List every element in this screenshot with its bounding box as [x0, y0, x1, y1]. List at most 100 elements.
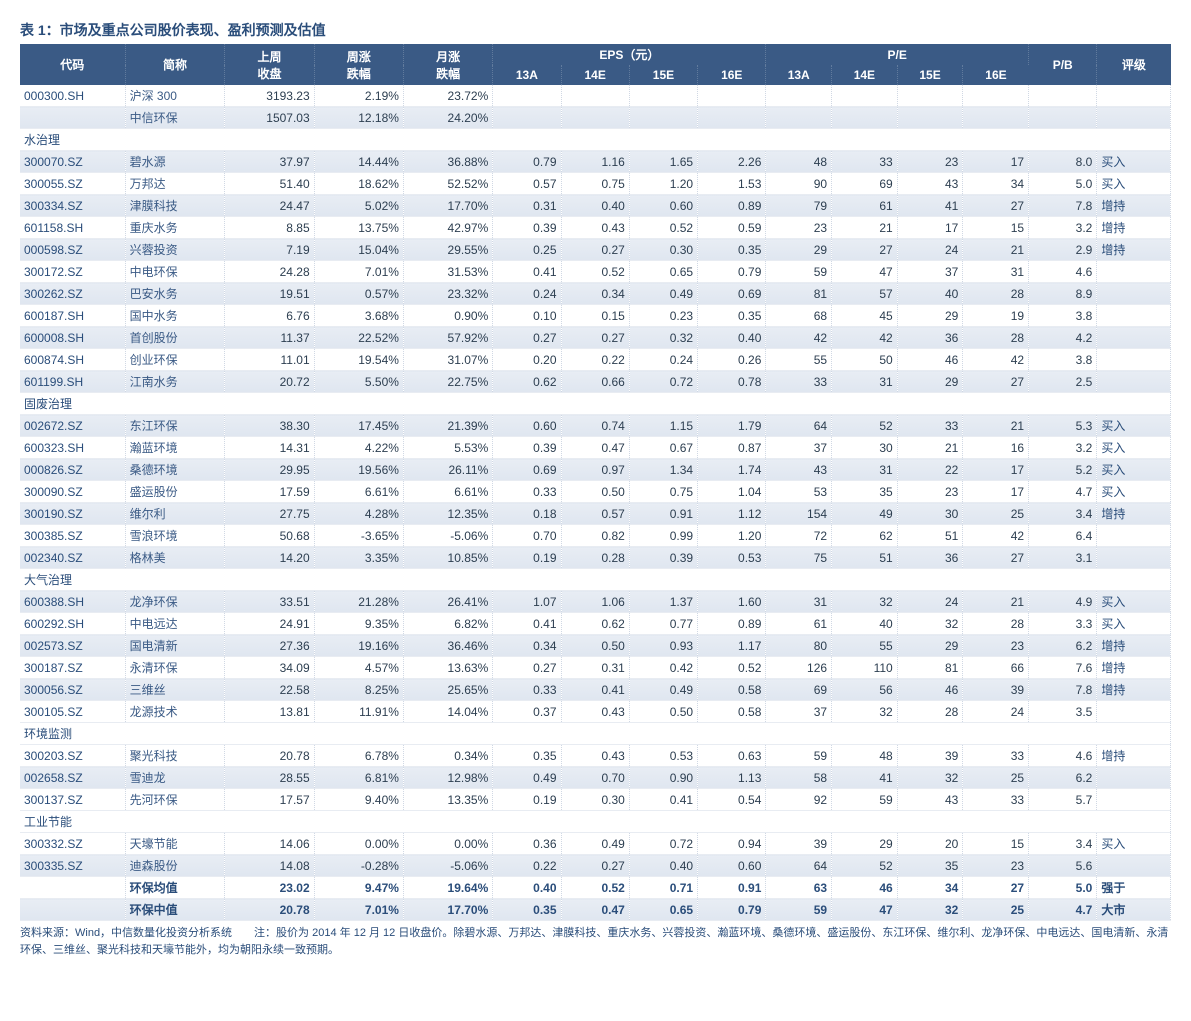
cell-pe-1: 62 [832, 525, 898, 547]
cell-mo: 23.32% [403, 283, 492, 305]
cell-eps-2: 0.65 [629, 899, 697, 921]
cell-eps-1: 0.47 [561, 899, 629, 921]
cell-pe-0: 59 [766, 745, 832, 767]
cell-pe-2: 21 [897, 437, 963, 459]
cell-pe-2: 30 [897, 503, 963, 525]
table-title: 表 1：市场及重点公司股价表现、盈利预测及估值 [20, 20, 1171, 40]
cell-wk: 4.57% [314, 657, 403, 679]
cell-eps-0: 0.19 [493, 547, 561, 569]
cell-eps-0: 0.37 [493, 701, 561, 723]
cell-pb: 7.6 [1029, 657, 1097, 679]
table-row: 600323.SH瀚蓝环境14.314.22%5.53%0.390.470.67… [20, 437, 1171, 459]
cell-wk: 15.04% [314, 239, 403, 261]
cell-pe-3: 31 [963, 261, 1029, 283]
cell-name: 碧水源 [125, 151, 225, 173]
cell-close: 27.36 [225, 635, 314, 657]
cell-code: 002573.SZ [20, 635, 125, 657]
cell-code: 300332.SZ [20, 833, 125, 855]
hdr-pe-15e: 15E [897, 65, 963, 85]
cell-pe-2: 43 [897, 173, 963, 195]
cell-wk: 0.00% [314, 833, 403, 855]
cell-eps-1: 0.30 [561, 789, 629, 811]
table-row: 300190.SZ维尔利27.754.28%12.35%0.180.570.91… [20, 503, 1171, 525]
cell-pb: 4.7 [1029, 899, 1097, 921]
cell-pe-3: 17 [963, 151, 1029, 173]
cell-code: 600292.SH [20, 613, 125, 635]
cell-pb: 5.0 [1029, 877, 1097, 899]
cell-mo: 14.04% [403, 701, 492, 723]
cell-pb: 5.2 [1029, 459, 1097, 481]
cell-eps-3 [698, 107, 766, 129]
cell-eps-2: 0.90 [629, 767, 697, 789]
cell-pe-3: 27 [963, 195, 1029, 217]
cell-pe-0: 79 [766, 195, 832, 217]
cell-eps-1: 0.27 [561, 855, 629, 877]
cell-code: 601158.SH [20, 217, 125, 239]
cell-mo: 25.65% [403, 679, 492, 701]
table-row: 300262.SZ巴安水务19.510.57%23.32%0.240.340.4… [20, 283, 1171, 305]
cell-pe-2: 22 [897, 459, 963, 481]
cell-eps-1: 0.40 [561, 195, 629, 217]
cell-mo: 31.53% [403, 261, 492, 283]
cell-pe-3: 27 [963, 877, 1029, 899]
table-row: 002340.SZ格林美14.203.35%10.85%0.190.280.39… [20, 547, 1171, 569]
cell-eps-0: 0.39 [493, 217, 561, 239]
cell-pb: 5.6 [1029, 855, 1097, 877]
table-row: 300105.SZ龙源技术13.8111.91%14.04%0.370.430.… [20, 701, 1171, 723]
cell-pe-1: 50 [832, 349, 898, 371]
cell-pe-3: 23 [963, 855, 1029, 877]
cell-pe-0: 154 [766, 503, 832, 525]
cell-eps-1: 0.34 [561, 283, 629, 305]
cell-pe-0: 72 [766, 525, 832, 547]
cell-code: 300334.SZ [20, 195, 125, 217]
cell-code: 300055.SZ [20, 173, 125, 195]
cell-pe-2: 23 [897, 151, 963, 173]
cell-eps-2: 0.30 [629, 239, 697, 261]
cell-close: 24.28 [225, 261, 314, 283]
cell-wk: 12.18% [314, 107, 403, 129]
cell-code: 300385.SZ [20, 525, 125, 547]
section-label: 固废治理 [20, 393, 1171, 415]
cell-pe-2: 36 [897, 547, 963, 569]
cell-pe-0: 42 [766, 327, 832, 349]
hdr-pe-16e: 16E [963, 65, 1029, 85]
cell-close: 3193.23 [225, 85, 314, 107]
cell-eps-1: 0.43 [561, 701, 629, 723]
cell-mo: 24.20% [403, 107, 492, 129]
cell-close: 14.06 [225, 833, 314, 855]
cell-close: 1507.03 [225, 107, 314, 129]
cell-close: 22.58 [225, 679, 314, 701]
cell-eps-0: 0.18 [493, 503, 561, 525]
cell-name: 国电清新 [125, 635, 225, 657]
cell-pb: 6.2 [1029, 767, 1097, 789]
cell-close: 51.40 [225, 173, 314, 195]
cell-wk: 5.02% [314, 195, 403, 217]
cell-code [20, 899, 125, 921]
table-row: 300203.SZ聚光科技20.786.78%0.34%0.350.430.53… [20, 745, 1171, 767]
cell-pe-1: 56 [832, 679, 898, 701]
cell-pb [1029, 107, 1097, 129]
cell-pe-3: 66 [963, 657, 1029, 679]
cell-pe-0: 55 [766, 349, 832, 371]
cell-pe-2: 32 [897, 767, 963, 789]
table-row: 300334.SZ津膜科技24.475.02%17.70%0.310.400.6… [20, 195, 1171, 217]
table-row: 300172.SZ中电环保24.287.01%31.53%0.410.520.6… [20, 261, 1171, 283]
cell-pe-2: 32 [897, 899, 963, 921]
cell-pb: 5.3 [1029, 415, 1097, 437]
cell-eps-3: 2.26 [698, 151, 766, 173]
cell-pe-0: 64 [766, 415, 832, 437]
cell-pe-0: 68 [766, 305, 832, 327]
cell-pe-1: 52 [832, 855, 898, 877]
table-row: 环保中值20.787.01%17.70%0.350.470.650.795947… [20, 899, 1171, 921]
cell-mo: 5.53% [403, 437, 492, 459]
cell-close: 34.09 [225, 657, 314, 679]
hdr-mo: 月涨 跌幅 [403, 44, 492, 85]
cell-eps-2: 0.49 [629, 679, 697, 701]
cell-pe-2: 33 [897, 415, 963, 437]
cell-rating: 买入 [1097, 151, 1171, 173]
cell-name: 先河环保 [125, 789, 225, 811]
cell-code: 000300.SH [20, 85, 125, 107]
cell-close: 11.01 [225, 349, 314, 371]
cell-close: 50.68 [225, 525, 314, 547]
cell-eps-3: 1.74 [698, 459, 766, 481]
